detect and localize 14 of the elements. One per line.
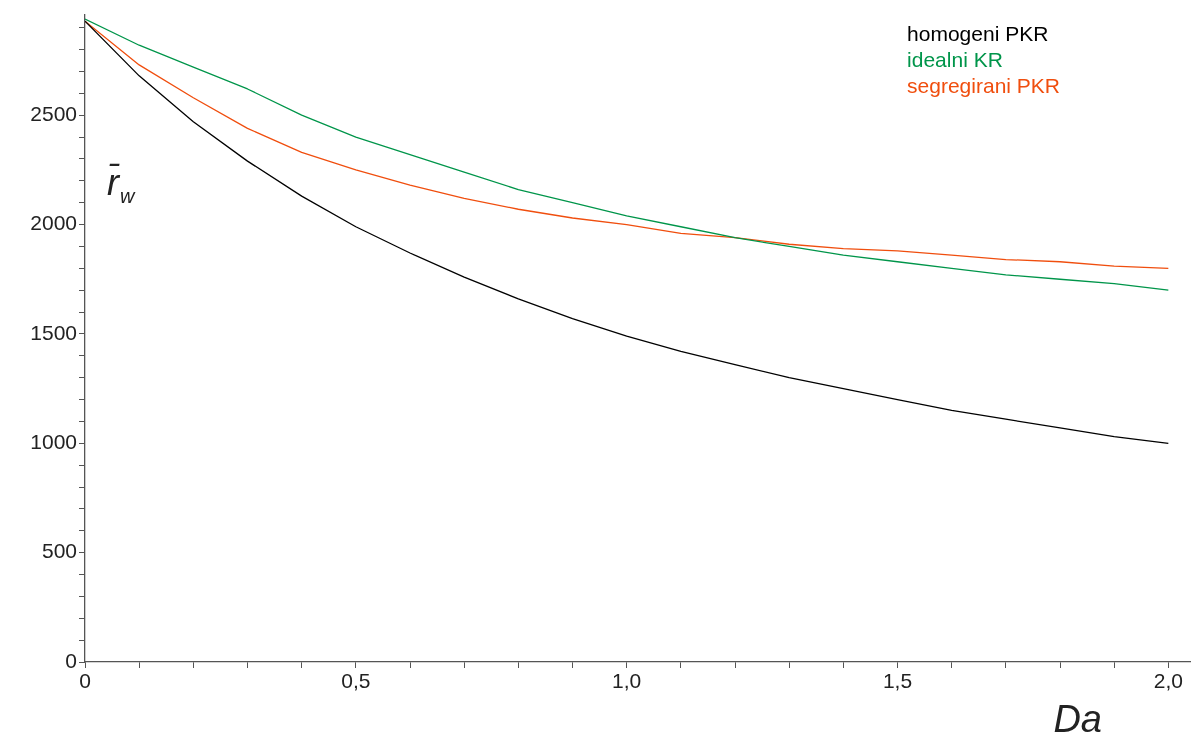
y-tick-label: 2000 bbox=[30, 211, 77, 235]
y-tick-label: 2500 bbox=[30, 102, 77, 126]
text: homogeni PKR bbox=[907, 21, 1049, 45]
x-tick-label: 1,0 bbox=[612, 669, 642, 693]
y-tick-label: 1500 bbox=[30, 320, 77, 344]
x-axis-title: Da bbox=[1053, 697, 1102, 740]
x-tick-label: 0,5 bbox=[341, 669, 371, 693]
y-tick-label: 0 bbox=[65, 648, 77, 672]
y-tick-label: 500 bbox=[41, 539, 77, 563]
text: segregirani PKR bbox=[907, 73, 1060, 97]
text: idealni KR bbox=[907, 47, 1003, 71]
x-tick-label: 1,5 bbox=[882, 669, 913, 693]
y-tick-label: 1000 bbox=[30, 430, 77, 454]
x-tick-label: 2,0 bbox=[1153, 669, 1183, 693]
